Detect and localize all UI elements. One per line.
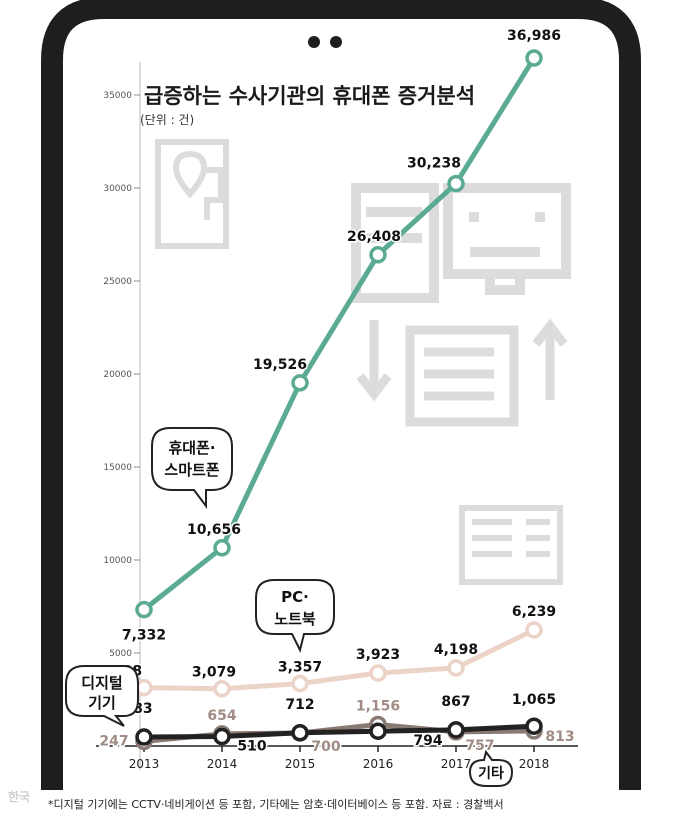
series-pc-point (291, 674, 309, 693)
series-phone-point (213, 539, 231, 557)
data-label: 1,065 (512, 692, 556, 708)
y-tick-label: 15000 (103, 463, 132, 473)
data-label: 7,332 (122, 628, 166, 644)
callout-digital-label: 기기 (88, 694, 116, 712)
data-label: 3,079 (192, 665, 236, 681)
y-tick-label: 10000 (103, 556, 132, 566)
chart-title: 급증하는 수사기관의 휴대폰 증거분석 (144, 84, 475, 108)
data-label: 700 (311, 739, 340, 755)
x-tick-label: 2016 (363, 757, 394, 771)
series-digital-line (141, 723, 537, 740)
data-label: 510 (237, 739, 266, 755)
series-pc-point (369, 664, 387, 682)
data-label: 794 (413, 733, 442, 749)
y-tick-label: 30000 (103, 184, 132, 194)
chart-subtitle: (단위 : 건) (140, 113, 194, 127)
series-phone-line (141, 55, 537, 613)
y-tick-label: 35000 (103, 91, 132, 101)
data-label: 1,156 (356, 698, 400, 714)
series-phone-point (135, 600, 153, 619)
x-tick-label: 2013 (129, 757, 160, 771)
series-digital (135, 717, 543, 746)
data-label: 6,239 (512, 604, 556, 620)
series-phone-labels: 7,332 10,656 19,526 26,408 30,238 36,986 (120, 27, 562, 646)
series-pc-point (213, 679, 231, 698)
x-tick-label: 2015 (285, 757, 316, 771)
data-label: 26,408 (347, 229, 401, 245)
y-axis: 5000 10000 15000 20000 25000 30000 35000 (103, 91, 140, 659)
x-tick-label: 2018 (519, 757, 550, 771)
series-pc (135, 621, 543, 698)
series-digital-point (213, 727, 231, 746)
series-pc-point (135, 678, 153, 697)
data-label: 813 (545, 729, 574, 745)
data-label: 30,238 (407, 156, 461, 172)
callout-phone-label: 스마트폰 (164, 461, 219, 479)
camera-dot (330, 36, 342, 48)
data-label: 36,986 (507, 28, 561, 44)
callout-pc-label: 노트북 (274, 610, 316, 628)
camera-dot (308, 36, 320, 48)
callout-phone: 휴대폰· 스마트폰 (151, 427, 233, 509)
series-pc-point (525, 621, 543, 639)
data-label: 712 (285, 697, 314, 713)
data-label: 757 (465, 738, 494, 754)
data-label: 4,198 (434, 642, 478, 658)
series-pc-line (141, 627, 537, 692)
series-digital-point (525, 717, 543, 735)
series-other-labels: 247 654 700 1,156 757 813 (98, 697, 576, 756)
y-tick-label: 5000 (109, 649, 132, 659)
callout-digital-label: 디지털 (81, 674, 122, 692)
series-phone (135, 49, 543, 619)
series-pc-point (447, 659, 465, 677)
data-transfer-icon (356, 318, 568, 427)
x-tick-label: 2017 (441, 757, 472, 771)
y-tick-label: 25000 (103, 277, 132, 287)
series-digital-point (291, 724, 309, 742)
x-axis: 2013 2014 2015 2016 2017 2018 (129, 746, 550, 771)
data-label: 867 (441, 694, 470, 710)
callout-digital: 디지털 기기 (65, 665, 139, 727)
watermark: 한국 (8, 790, 31, 804)
series-phone-point (525, 49, 543, 67)
data-label: 10,656 (187, 522, 241, 538)
callout-phone-label: 휴대폰· (168, 439, 215, 457)
series-digital-point (369, 722, 387, 740)
callout-other: 기타 (468, 749, 514, 787)
data-label: 3,923 (356, 647, 400, 663)
series-phone-point (291, 374, 309, 392)
data-label: 19,526 (253, 357, 307, 373)
series-phone-point (447, 174, 465, 193)
map-pin-icon (155, 139, 229, 249)
callout-pc: PC· 노트북 (255, 579, 335, 653)
series-digital-point (447, 721, 465, 739)
data-label: 654 (207, 708, 236, 724)
y-tick-label: 20000 (103, 370, 132, 380)
callout-pc-label: PC· (281, 588, 309, 606)
x-tick-label: 2014 (207, 757, 238, 771)
phone-frame (41, 0, 641, 790)
data-label: 247 (99, 733, 128, 749)
data-label: 3,357 (278, 660, 322, 676)
callout-other-label: 기타 (478, 766, 504, 782)
server-icon (459, 505, 563, 585)
footnote: *디지털 기기에는 CCTV·네비게이션 등 포함, 기타에는 암호·데이터베이… (48, 798, 504, 811)
series-phone-point (369, 246, 387, 264)
series-digital-point (135, 728, 153, 746)
